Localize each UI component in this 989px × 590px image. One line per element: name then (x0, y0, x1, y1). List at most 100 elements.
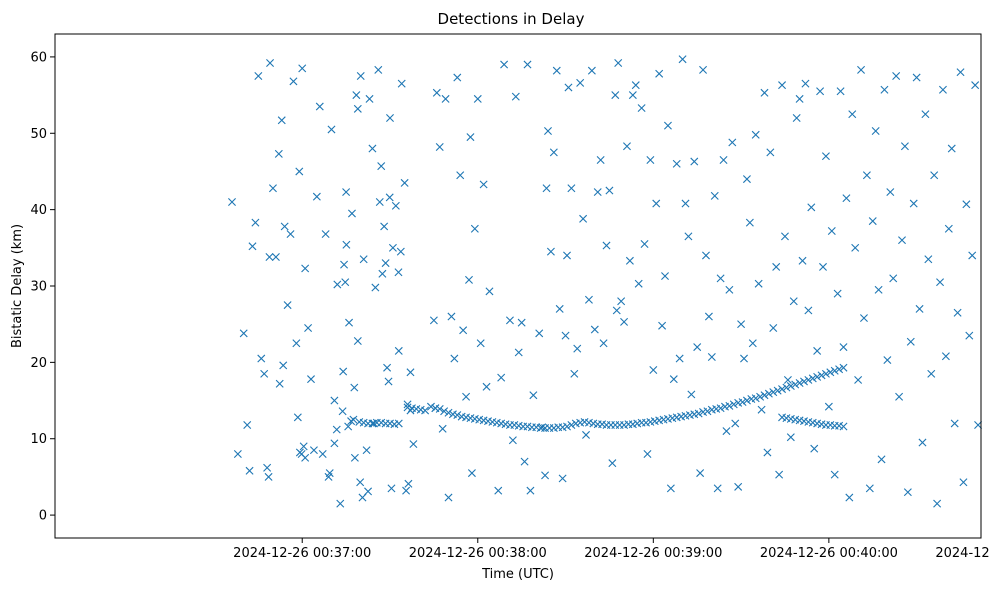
data-point-x-marker (377, 162, 386, 171)
data-point-x-marker (563, 422, 571, 431)
data-point-x-marker (450, 354, 459, 363)
data-point-x-marker (409, 440, 418, 449)
data-point-x-marker (456, 171, 465, 180)
data-point-x-marker (763, 448, 772, 457)
data-point-x-marker (364, 487, 373, 496)
data-point-x-marker (243, 420, 252, 429)
data-point-x-marker (661, 272, 670, 281)
data-point-x-marker (906, 337, 915, 346)
data-point-x-marker (710, 191, 719, 200)
data-point-x-marker (731, 419, 740, 428)
data-point-x-marker (903, 488, 912, 497)
data-point-x-marker (383, 363, 392, 372)
data-point-x-marker (877, 455, 886, 464)
data-point-x-marker (271, 252, 280, 261)
data-point-x-marker (786, 382, 795, 391)
data-point-x-marker (544, 126, 552, 135)
data-point-x-marker (523, 60, 532, 69)
data-point-x-marker (283, 301, 292, 310)
data-point-x-marker (936, 278, 945, 287)
data-point-x-marker (381, 259, 390, 268)
data-point-x-marker (465, 275, 473, 284)
data-point-x-marker (304, 324, 313, 332)
data-point-x-marker (508, 436, 517, 445)
data-point-x-marker (821, 369, 830, 378)
data-point-x-marker (228, 198, 236, 206)
data-point-x-marker (801, 79, 810, 88)
data-point-x-marker (289, 77, 298, 86)
data-point-x-marker (941, 352, 950, 361)
data-point-x-marker (529, 391, 538, 400)
data-point-x-marker (441, 94, 450, 103)
data-point-x-marker (286, 230, 295, 239)
data-point-x-marker (564, 83, 573, 92)
data-point-x-marker (962, 200, 971, 209)
data-point-x-marker (567, 420, 576, 429)
data-point-x-marker (836, 87, 845, 96)
data-point-x-marker (704, 312, 713, 321)
data-point-x-marker (792, 114, 801, 122)
data-point-x-marker (786, 433, 795, 442)
data-point-x-marker (330, 396, 339, 405)
data-point-x-marker (757, 405, 766, 414)
data-point-x-marker (299, 442, 308, 451)
data-point-x-marker (655, 69, 664, 78)
data-point-x-marker (505, 316, 514, 325)
data-point-x-marker (570, 369, 579, 378)
y-tick-label: 10 (30, 432, 47, 447)
data-point-x-marker (233, 450, 242, 458)
data-point-x-marker (608, 459, 617, 468)
data-point-x-marker (839, 363, 848, 372)
data-point-x-marker (751, 394, 760, 403)
data-point-x-marker (245, 466, 254, 475)
data-point-x-marker (587, 66, 596, 75)
data-point-x-marker (734, 482, 743, 491)
data-point-x-marker (520, 457, 529, 466)
data-point-x-marker (396, 247, 405, 256)
data-point-x-marker (622, 142, 631, 151)
data-point-x-marker (467, 469, 476, 478)
x-tick-label: 2024-12-26 00:41:00 (935, 546, 989, 561)
data-point-x-marker (394, 268, 403, 277)
y-tick-label: 30 (30, 280, 47, 295)
data-point-x-marker (350, 383, 359, 392)
data-point-x-marker (339, 367, 348, 376)
data-point-x-marker (552, 66, 561, 75)
data-point-x-marker (953, 308, 962, 317)
data-point-x-marker (959, 478, 968, 487)
data-point-x-marker (612, 306, 621, 315)
data-point-x-marker (338, 407, 347, 416)
data-point-x-marker (356, 478, 365, 487)
data-point-x-marker (239, 329, 248, 338)
data-point-x-marker (819, 262, 827, 271)
data-point-x-marker (921, 110, 930, 119)
data-point-x-marker (614, 59, 623, 68)
data-point-x-marker (871, 126, 880, 135)
data-point-x-marker (400, 178, 409, 187)
data-point-x-marker (694, 409, 703, 418)
data-point-x-marker (845, 493, 854, 502)
data-point-x-marker (874, 285, 883, 294)
data-point-x-marker (385, 193, 394, 202)
data-point-x-marker (769, 324, 778, 332)
data-point-x-marker (374, 65, 383, 74)
data-point-x-marker (391, 201, 400, 210)
data-point-x-marker (839, 343, 848, 352)
data-point-x-marker (666, 484, 675, 493)
data-point-x-marker (336, 499, 345, 508)
data-point-x-marker (760, 88, 769, 97)
data-point-x-marker (965, 331, 974, 340)
data-point-x-marker (330, 439, 339, 448)
data-point-x-marker (462, 392, 471, 401)
data-point-x-marker (745, 218, 754, 227)
data-point-x-marker (933, 499, 942, 508)
data-point-x-marker (599, 339, 608, 348)
data-point-x-marker (707, 353, 716, 362)
data-point-x-marker (345, 318, 354, 327)
data-point-x-marker (327, 125, 336, 134)
data-point-x-marker (380, 222, 389, 231)
data-point-x-marker (956, 68, 965, 77)
data-point-x-marker (438, 424, 447, 433)
data-point-x-marker (514, 348, 523, 357)
